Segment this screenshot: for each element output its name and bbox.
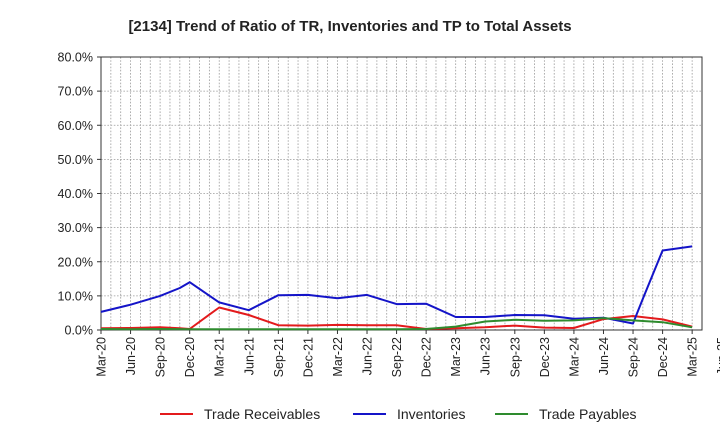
- y-tick-label: 30.0%: [58, 221, 93, 235]
- y-tick-label: 50.0%: [58, 153, 93, 167]
- x-tick-label: Jun-24: [597, 337, 611, 375]
- y-tick-label: 60.0%: [58, 119, 93, 133]
- x-tick-label: Jun-20: [124, 337, 138, 375]
- axes: 0.0% 10.0% 20.0% 30.0% 40.0% 50.0% 60.0% 70.0% 8…: [58, 51, 720, 378]
- legend-label: Trade Receivables: [204, 406, 320, 422]
- x-tick-label: Mar-20: [95, 337, 109, 377]
- x-tick-label: Jun-22: [361, 337, 375, 375]
- chart-title: [2134] Trend of Ratio of TR, Inventories…: [128, 18, 571, 35]
- x-tick-label: Sep-20: [154, 337, 168, 377]
- x-tick-label: Sep-23: [508, 337, 522, 377]
- x-tick-label: Dec-22: [420, 337, 434, 377]
- series-lines: [100, 245, 693, 331]
- x-tick-label: Jun-25: [715, 337, 720, 375]
- x-tick-label: Mar-23: [449, 337, 463, 377]
- legend: Trade Receivables Inventories Trade Payabl…: [160, 406, 637, 422]
- x-tick-label: Dec-20: [183, 337, 197, 377]
- x-tick-label: Jun-23: [479, 337, 493, 375]
- y-tick-label: 0.0%: [65, 324, 94, 338]
- x-tick-label: Sep-22: [390, 337, 404, 377]
- y-tick-label: 80.0%: [58, 51, 93, 65]
- grid-lines: [101, 56, 703, 330]
- x-tick-label: Sep-21: [272, 337, 286, 377]
- x-tick-label: Sep-24: [627, 337, 641, 377]
- x-tick-label: Jun-21: [242, 337, 256, 375]
- y-tick-label: 10.0%: [58, 289, 93, 303]
- x-tick-label: Mar-21: [213, 337, 227, 377]
- y-tick-label: 40.0%: [58, 187, 93, 201]
- x-tick-label: Dec-23: [538, 337, 552, 377]
- legend-label: Trade Payables: [539, 406, 637, 422]
- legend-label: Inventories: [397, 406, 465, 422]
- series-line-trade-payables: [100, 317, 693, 331]
- x-tick-label: Dec-24: [656, 337, 670, 377]
- y-tick-label: 20.0%: [58, 255, 93, 269]
- y-tick-label: 70.0%: [58, 85, 93, 99]
- x-tick-label: Mar-24: [567, 337, 581, 377]
- x-tick-label: Mar-25: [686, 337, 700, 377]
- x-tick-label: Mar-22: [331, 337, 345, 377]
- x-tick-label: Dec-21: [301, 337, 315, 377]
